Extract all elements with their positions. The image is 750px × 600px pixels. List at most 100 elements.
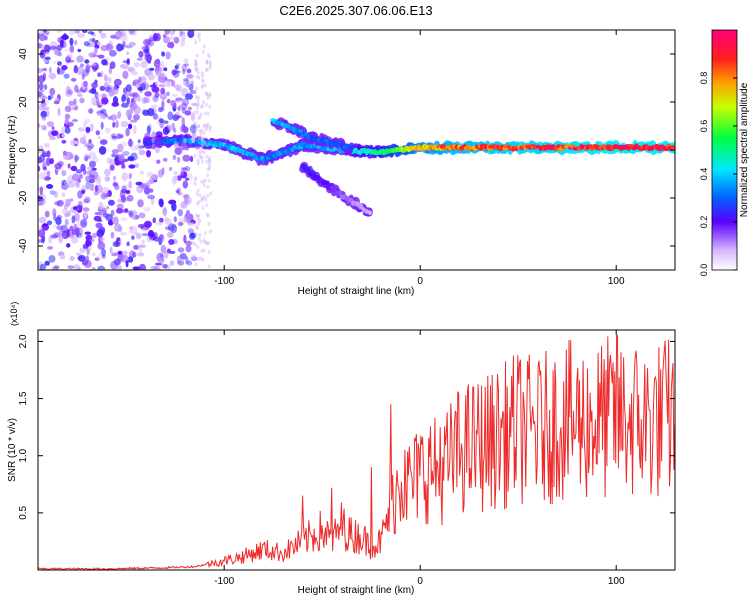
heatmap-cell bbox=[83, 259, 92, 269]
heatmap-cell bbox=[42, 95, 47, 100]
heatmap-cell bbox=[104, 127, 111, 134]
heatmap-cell bbox=[129, 101, 138, 111]
heatmap-cell bbox=[150, 174, 159, 181]
heatmap-cell bbox=[184, 110, 192, 116]
x-tick-label: 0 bbox=[417, 276, 423, 287]
heatmap-cell bbox=[40, 110, 48, 118]
heatmap-cell bbox=[201, 257, 205, 262]
heatmap-cell bbox=[43, 166, 47, 171]
heatmap-cell bbox=[52, 208, 57, 217]
heatmap-cell bbox=[198, 232, 202, 237]
heatmap-cell bbox=[132, 251, 137, 258]
heatmap-cell bbox=[134, 156, 138, 160]
heatmap-cell bbox=[38, 165, 41, 172]
spectrogram-y-label: Frequency (Hz) bbox=[7, 116, 18, 185]
heatmap-cell bbox=[127, 91, 134, 97]
heatmap-cell bbox=[144, 39, 152, 45]
heatmap-cell bbox=[108, 219, 114, 226]
heatmap-cell bbox=[133, 114, 140, 121]
heatmap-cell bbox=[144, 220, 152, 228]
heatmap-cell bbox=[70, 165, 78, 172]
heatmap-cell bbox=[187, 222, 195, 227]
heatmap-cell bbox=[97, 41, 102, 46]
snr-panel: -100 0 100 0.5 1.0 1.5 2.0 (x10⁴) Height of s… bbox=[7, 302, 676, 596]
heatmap-cell bbox=[61, 230, 69, 240]
heatmap-cell bbox=[43, 51, 50, 55]
heatmap-cell bbox=[84, 118, 91, 125]
heatmap-cell bbox=[140, 60, 148, 69]
heatmap-cell bbox=[59, 254, 66, 260]
heatmap-cell bbox=[177, 247, 185, 253]
heatmap-cell bbox=[100, 45, 109, 52]
heatmap-cell bbox=[92, 33, 97, 37]
heatmap-cell bbox=[77, 127, 85, 132]
heatmap-cell bbox=[44, 44, 51, 53]
heatmap-cell bbox=[69, 256, 75, 261]
heatmap-cell bbox=[149, 84, 157, 88]
heatmap-cell bbox=[195, 53, 199, 58]
heatmap-cell bbox=[180, 143, 189, 151]
heatmap-cell bbox=[196, 245, 200, 249]
heatmap-cell bbox=[57, 30, 62, 33]
heatmap-cell bbox=[162, 120, 169, 124]
heatmap-cell bbox=[169, 30, 175, 36]
heatmap-cell bbox=[64, 213, 69, 218]
heatmap-cell bbox=[158, 84, 166, 88]
heatmap-cell bbox=[671, 147, 675, 151]
heatmap-cell bbox=[185, 93, 193, 100]
heatmap-cell bbox=[93, 215, 102, 222]
heatmap-cell bbox=[205, 59, 209, 64]
heatmap-cell bbox=[97, 136, 102, 140]
heatmap-cell bbox=[66, 89, 74, 95]
heatmap-cell bbox=[38, 82, 44, 91]
heatmap-cell bbox=[41, 116, 47, 121]
heatmap-cell bbox=[196, 98, 200, 103]
heatmap-cell bbox=[92, 252, 96, 256]
heatmap-cell bbox=[44, 30, 50, 36]
heatmap-cell bbox=[100, 192, 108, 200]
heatmap-cell bbox=[185, 256, 189, 265]
heatmap-cell bbox=[144, 91, 152, 97]
heatmap-cell bbox=[68, 30, 76, 36]
heatmap-cell bbox=[200, 198, 204, 202]
heatmap-cell bbox=[38, 91, 43, 97]
heatmap-cell bbox=[122, 70, 129, 80]
heatmap-cell bbox=[127, 256, 134, 263]
heatmap-cell bbox=[357, 203, 364, 208]
heatmap-cell bbox=[56, 225, 64, 230]
heatmap-cell bbox=[49, 190, 56, 195]
heatmap-cell bbox=[83, 198, 90, 204]
x-tick-label: -100 bbox=[214, 276, 234, 287]
heatmap-cell bbox=[104, 168, 111, 177]
heatmap-cell bbox=[307, 169, 311, 173]
heatmap-cell bbox=[93, 173, 100, 182]
heatmap-cell bbox=[171, 202, 177, 212]
heatmap-cell bbox=[70, 77, 77, 82]
heatmap-cell bbox=[75, 227, 80, 234]
heatmap-cell bbox=[58, 235, 63, 243]
heatmap-cell bbox=[207, 250, 211, 255]
heatmap-cell bbox=[206, 95, 210, 100]
heatmap-cell bbox=[101, 209, 108, 215]
heatmap-cell bbox=[152, 217, 156, 224]
heatmap-cell bbox=[77, 33, 86, 38]
heatmap-cell bbox=[51, 130, 59, 137]
heatmap-cell bbox=[85, 175, 90, 183]
heatmap-cell bbox=[48, 72, 57, 80]
heatmap-cell bbox=[98, 146, 107, 155]
heatmap-cell bbox=[76, 252, 82, 256]
snr-x-axis: -100 0 100 bbox=[214, 330, 625, 587]
heatmap-cell bbox=[100, 70, 104, 78]
heatmap-cell bbox=[91, 37, 96, 44]
heatmap-cell bbox=[166, 79, 173, 82]
heatmap-cell bbox=[38, 89, 45, 93]
heatmap-cell bbox=[91, 266, 96, 270]
y-tick-label: 0 bbox=[18, 147, 29, 153]
heatmap-cell bbox=[186, 260, 193, 266]
heatmap-cell bbox=[128, 172, 132, 180]
heatmap-cell bbox=[166, 81, 171, 88]
heatmap-cell bbox=[160, 60, 164, 68]
heatmap-cell bbox=[137, 94, 141, 102]
heatmap-cell bbox=[109, 164, 115, 171]
heatmap-cell bbox=[42, 223, 48, 227]
